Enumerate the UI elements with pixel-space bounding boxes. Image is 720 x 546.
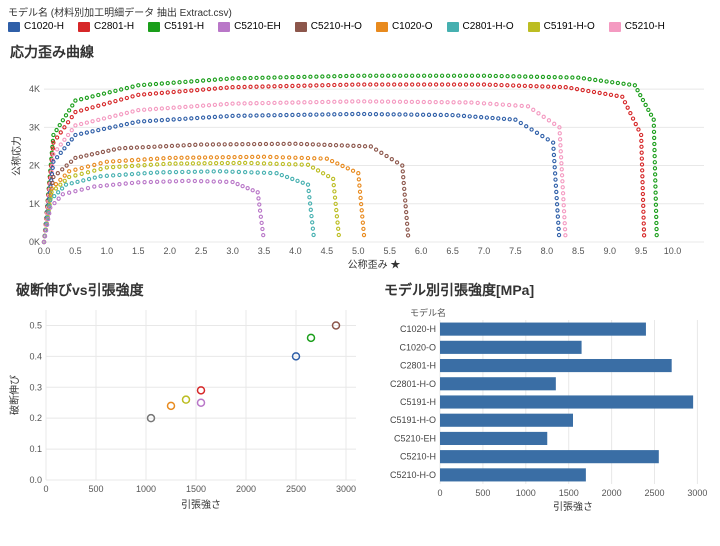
svg-text:0.2: 0.2	[29, 413, 42, 423]
svg-text:0: 0	[43, 484, 48, 494]
legend-swatch	[528, 22, 540, 32]
svg-text:C1020-H: C1020-H	[400, 324, 436, 334]
legend-item[interactable]: C5210-H	[609, 21, 665, 32]
svg-text:3K: 3K	[29, 122, 40, 132]
legend-item[interactable]: C5210-EH	[218, 21, 281, 32]
legend-item[interactable]: C2801-H-O	[447, 21, 514, 32]
svg-text:1500: 1500	[186, 484, 206, 494]
svg-text:C5191-H: C5191-H	[400, 397, 436, 407]
svg-text:0.4: 0.4	[29, 351, 42, 361]
svg-text:1K: 1K	[29, 199, 40, 209]
svg-text:1.5: 1.5	[132, 246, 145, 256]
svg-text:6.0: 6.0	[415, 246, 428, 256]
legend-item[interactable]: C2801-H	[78, 21, 134, 32]
legend-item[interactable]: C5191-H	[148, 21, 204, 32]
legend-swatch	[148, 22, 160, 32]
svg-text:C2801-H-O: C2801-H-O	[390, 379, 436, 389]
svg-text:公称応力: 公称応力	[10, 136, 23, 176]
svg-text:3000: 3000	[687, 488, 707, 498]
legend-label: C5210-EH	[234, 21, 281, 32]
svg-text:2.5: 2.5	[195, 246, 208, 256]
svg-text:引張強さ: 引張強さ	[553, 500, 593, 513]
legend-swatch	[609, 22, 621, 32]
legend-item[interactable]: C1020-H	[8, 21, 64, 32]
svg-text:8.5: 8.5	[572, 246, 585, 256]
svg-text:1000: 1000	[136, 484, 156, 494]
svg-text:2500: 2500	[286, 484, 306, 494]
svg-text:8.0: 8.0	[541, 246, 554, 256]
svg-text:1500: 1500	[559, 488, 579, 498]
svg-text:9.0: 9.0	[603, 246, 616, 256]
svg-text:2500: 2500	[645, 488, 665, 498]
svg-text:4K: 4K	[29, 84, 40, 94]
svg-text:5.0: 5.0	[352, 246, 365, 256]
svg-text:7.0: 7.0	[478, 246, 491, 256]
legend-header: モデル名 (材料別加工明細データ 抽出 Extract.csv)	[0, 0, 720, 19]
svg-text:3000: 3000	[336, 484, 356, 494]
svg-text:C5210-H: C5210-H	[400, 452, 436, 462]
legend-label: C2801-H-O	[463, 21, 514, 32]
svg-text:0.0: 0.0	[29, 475, 42, 485]
svg-text:1000: 1000	[516, 488, 536, 498]
legend-swatch	[295, 22, 307, 32]
svg-text:C2801-H: C2801-H	[400, 361, 436, 371]
legend-item[interactable]: C5210-H-O	[295, 21, 362, 32]
legend-swatch	[447, 22, 459, 32]
legend-item[interactable]: C5191-H-O	[528, 21, 595, 32]
svg-text:2K: 2K	[29, 161, 40, 171]
svg-text:2.0: 2.0	[163, 246, 176, 256]
legend-swatch	[376, 22, 388, 32]
svg-text:C5210-H-O: C5210-H-O	[390, 470, 436, 480]
svg-text:1.0: 1.0	[101, 246, 114, 256]
svg-text:4.5: 4.5	[321, 246, 334, 256]
legend-swatch	[8, 22, 20, 32]
bars-title: モデル別引張強度[MPa]	[374, 276, 714, 304]
svg-text:7.5: 7.5	[509, 246, 522, 256]
svg-text:0.0: 0.0	[38, 246, 51, 256]
svg-text:0: 0	[437, 488, 442, 498]
legend-label: C2801-H	[94, 21, 134, 32]
svg-text:0.5: 0.5	[29, 320, 42, 330]
svg-text:0.3: 0.3	[29, 382, 42, 392]
stress-strain-chart: 0K1K2K3K4K0.00.51.01.52.02.53.03.54.04.5…	[8, 66, 712, 276]
svg-text:2000: 2000	[602, 488, 622, 498]
svg-text:9.5: 9.5	[635, 246, 648, 256]
legend-item[interactable]: C1020-O	[376, 21, 433, 32]
legend-label: C5191-H-O	[544, 21, 595, 32]
svg-text:3.5: 3.5	[258, 246, 271, 256]
legend-label: C5191-H	[164, 21, 204, 32]
svg-text:6.5: 6.5	[446, 246, 459, 256]
bar-chart: モデル名 0 500 1000 1500 2000 2500 3000 C1020-H C1020…	[374, 304, 714, 514]
svg-text:10.0: 10.0	[664, 246, 682, 256]
svg-text:公称歪み ★: 公称歪み ★	[348, 258, 401, 271]
legend-swatch	[78, 22, 90, 32]
svg-text:500: 500	[88, 484, 103, 494]
svg-text:3.0: 3.0	[226, 246, 239, 256]
svg-text:5.5: 5.5	[383, 246, 396, 256]
svg-text:0.1: 0.1	[29, 444, 42, 454]
svg-text:モデル名: モデル名	[410, 307, 446, 318]
svg-text:0.5: 0.5	[69, 246, 82, 256]
svg-text:C5210-EH: C5210-EH	[394, 433, 436, 443]
svg-text:C1020-O: C1020-O	[399, 342, 436, 352]
scatter-chart: 0.0 0.1 0.2 0.3 0.4 0.5 0 500 1000 1500 2000 2500 30…	[6, 304, 366, 514]
svg-text:C5191-H-O: C5191-H-O	[390, 415, 436, 425]
legend-label: C5210-H	[625, 21, 665, 32]
svg-text:引張強さ: 引張強さ	[181, 498, 221, 511]
legend-label: C5210-H-O	[311, 21, 362, 32]
stress-strain-title: 応力歪み曲線	[0, 38, 720, 66]
legend: C1020-H C2801-H C5191-H C5210-EH C5210-H-O C1…	[0, 19, 720, 38]
scatter-title: 破断伸びvs引張強度	[6, 276, 366, 304]
legend-label: C1020-O	[392, 21, 433, 32]
svg-text:500: 500	[475, 488, 490, 498]
legend-swatch	[218, 22, 230, 32]
svg-text:4.0: 4.0	[289, 246, 302, 256]
svg-text:破断伸び: 破断伸び	[8, 375, 21, 415]
legend-label: C1020-H	[24, 21, 64, 32]
svg-text:2000: 2000	[236, 484, 256, 494]
